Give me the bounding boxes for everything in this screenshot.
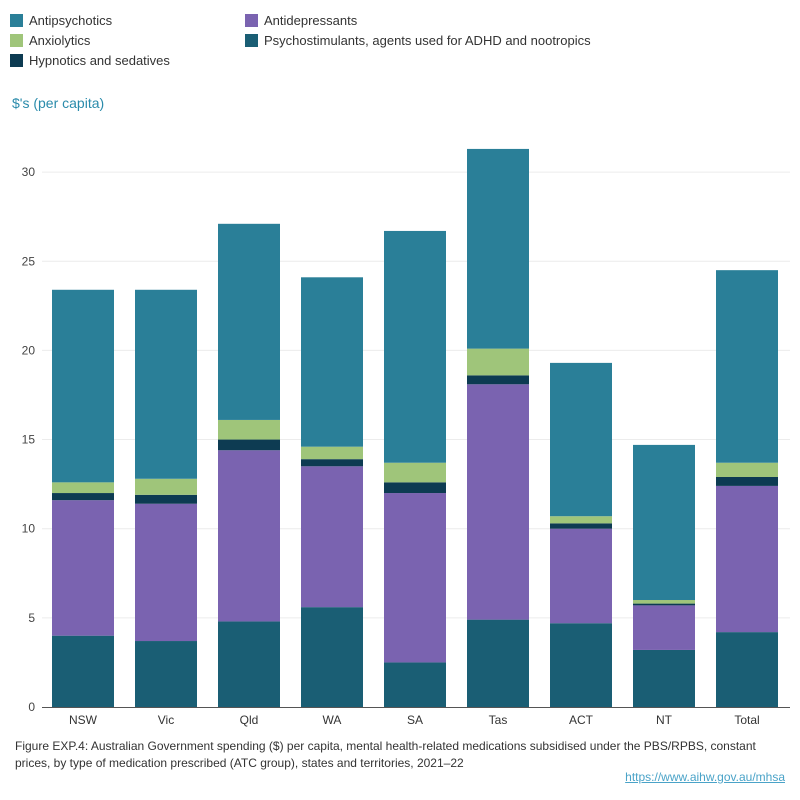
x-tick-label: WA [323,713,342,727]
bar-segment [633,444,695,601]
y-tick-label: 0 [28,700,35,714]
bar-segment [52,493,114,501]
bar-segment [301,459,363,467]
legend-label: Psychostimulants, agents used for ADHD a… [264,33,591,48]
bar-segment [467,619,529,707]
source-link[interactable]: https://www.aihw.gov.au/mhsa [625,770,785,784]
legend-swatch [10,34,23,47]
x-tick-label: NSW [69,713,98,727]
stacked-bar-chart: 0 5 10 15 20 25 30 NSW Vic Qld WA SA Tas ACT NT Total [22,148,790,727]
bar-segment [550,528,612,624]
legend-swatch [245,14,258,27]
y-tick-label: 10 [22,522,36,536]
bar-segment [301,446,363,460]
bar-segment [52,482,114,494]
bar-segment [550,362,612,517]
y-tick-label: 5 [28,611,35,625]
bar-segment [384,662,446,707]
bar-segment [716,476,778,486]
x-tick-label: Total [734,713,759,727]
bar-segment [716,485,778,633]
y-tick-label: 30 [22,165,36,179]
bar-segment [52,635,114,707]
bar-segment [467,148,529,349]
x-tick-label: Vic [158,713,174,727]
legend-label: Antipsychotics [29,13,113,28]
bar-segment [135,494,197,504]
bar-segment [467,375,529,385]
bar-segment [467,384,529,620]
bar-segment [716,462,778,477]
legend-item-anxiolytics[interactable]: Anxiolytics [10,33,90,48]
bar-segment [550,623,612,707]
bar-segment [384,482,446,494]
y-tick-label: 25 [22,254,36,268]
bar-segment [633,603,695,606]
y-axis-title: $'s (per capita) [12,95,105,111]
legend-swatch [245,34,258,47]
bar-segment [218,439,280,451]
x-tick-label: Tas [489,713,508,727]
bar-segment [550,516,612,524]
bar-segment [467,348,529,376]
bar-segment [550,523,612,529]
bar-segment [633,605,695,650]
bar-segment [633,600,695,604]
x-tick-label: Qld [240,713,259,727]
bar-segment [218,450,280,622]
x-tick-label: ACT [569,713,594,727]
legend-item-antipsychotics[interactable]: Antipsychotics [10,13,112,28]
legend-swatch [10,54,23,67]
bar-segment [218,223,280,420]
bar-segment [135,289,197,479]
bar-segment [135,478,197,495]
x-tick-label: SA [407,713,423,727]
legend-label: Hypnotics and sedatives [29,53,170,68]
legend-item-psychostimulants[interactable]: Psychostimulants, agents used for ADHD a… [245,33,591,48]
legend-item-antidepressants[interactable]: Antidepressants [245,13,357,28]
x-tick-label: NT [656,713,673,727]
y-tick-label: 20 [22,343,36,357]
bar-segment [218,621,280,707]
bar-segment [52,289,114,483]
bar-segment [384,462,446,483]
bar-segment [633,649,695,707]
bar-segment [301,466,363,608]
legend-item-hypnotics[interactable]: Hypnotics and sedatives [10,53,170,68]
bar-segment [384,493,446,663]
bar-segment [135,503,197,642]
legend-label: Anxiolytics [29,33,91,48]
bar-segment [218,419,280,440]
bar-segment [716,270,778,463]
bar-segment [716,632,778,707]
bar-segment [301,277,363,447]
y-tick-label: 15 [22,433,36,447]
bar-segment [301,607,363,707]
bar-segment [52,500,114,636]
figure-caption: Figure EXP.4: Australian Government spen… [15,739,756,770]
bar-segment [384,230,446,463]
legend-label: Antidepressants [264,13,358,28]
bar-segment [135,641,197,707]
legend-swatch [10,14,23,27]
